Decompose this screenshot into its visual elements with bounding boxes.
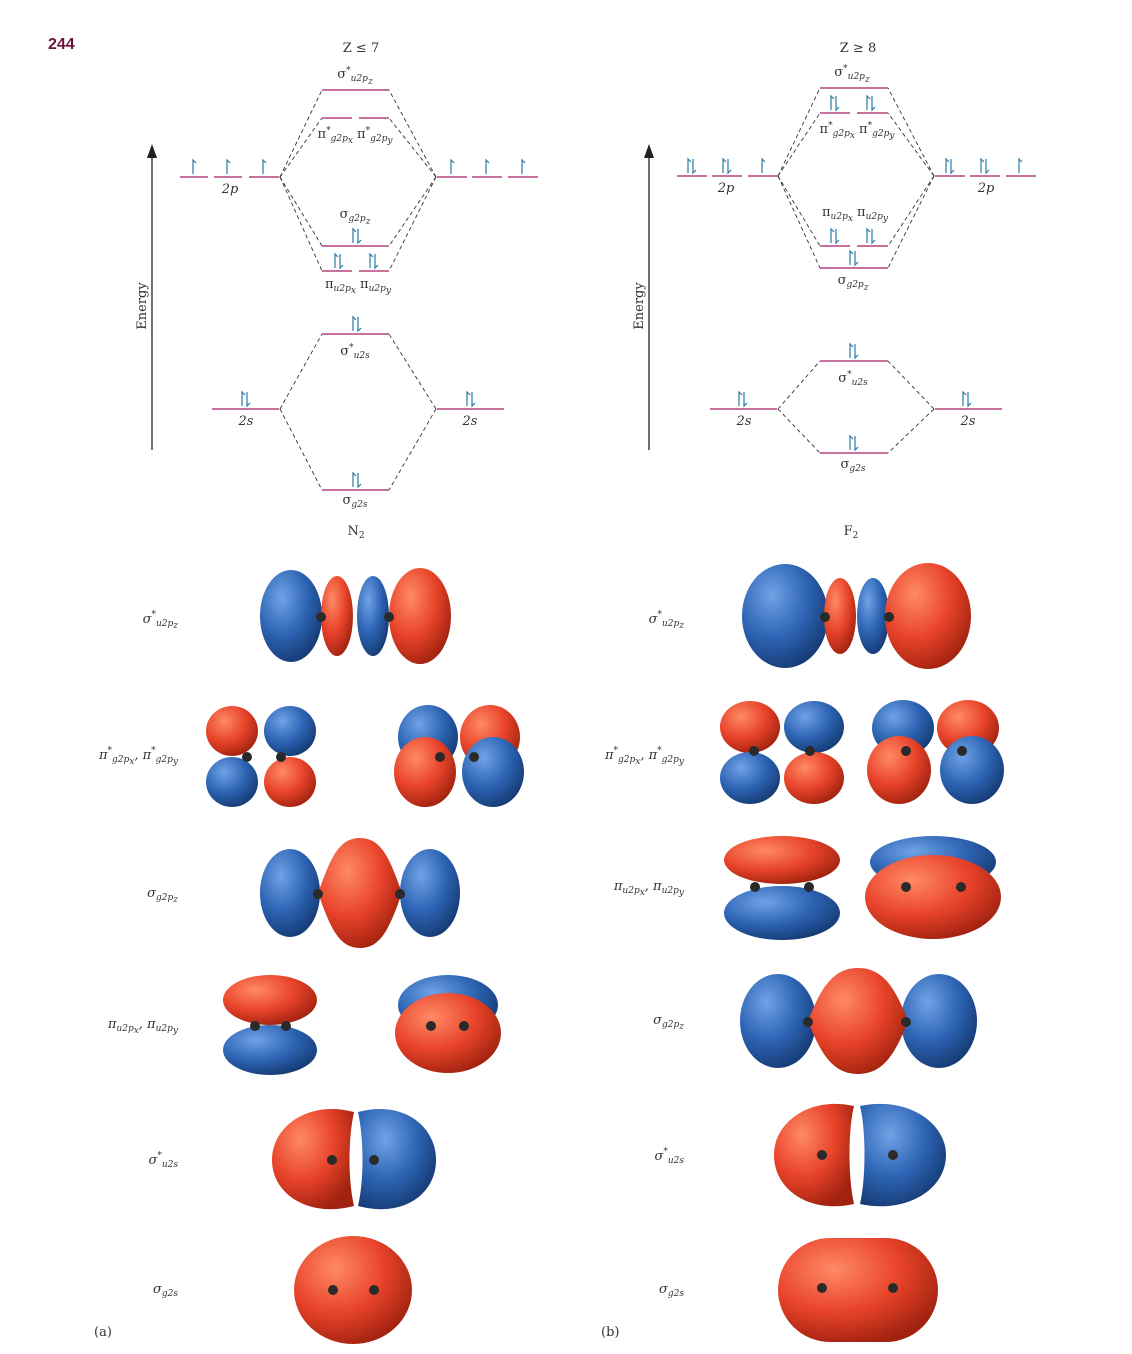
f2-pi-u2p-orbital-icon-b xyxy=(865,836,1001,939)
f2-row-label-1: σ*u2pz xyxy=(649,610,685,631)
f2-sigma-star-u2s-orbital-icon xyxy=(774,1103,946,1207)
f2-left-2p-label: 2p xyxy=(717,181,735,196)
page-number: 244 xyxy=(48,36,75,53)
n2-row-label-2: π*g2px, π*g2py xyxy=(98,746,179,767)
n2-sigma-star-u2pz-orbital-icon xyxy=(260,568,451,664)
n2-molecule-label: N2 xyxy=(347,524,364,541)
f2-mo-electrons xyxy=(830,94,876,452)
n2-left-2s-label: 2s xyxy=(238,414,254,429)
f2-row-label-3: πu2px, πu2py xyxy=(613,879,685,898)
n2-sigma-g2s-orbital-icon xyxy=(294,1236,412,1344)
n2-pi-u2p-orbital-icon-b xyxy=(395,975,501,1073)
n2-pi-star-label: π*g2px π*g2py xyxy=(318,126,394,146)
f2-pi-2p-label: πu2px πu2py xyxy=(822,205,889,224)
panel-b-label: (b) xyxy=(601,1325,619,1340)
f2-orbital-pictures: σ*u2pz π*g2px, π*g2py πu2px, πu2py σg2pz… xyxy=(601,563,1004,1342)
n2-2s-electrons xyxy=(241,390,476,408)
n2-sigma-2pz-label: σg2pz xyxy=(340,207,371,227)
f2-2s-electrons xyxy=(738,390,972,408)
n2-row-label-4: πu2px, πu2py xyxy=(107,1017,179,1036)
panel-a-label: (a) xyxy=(94,1325,112,1340)
n2-condition: Z ≤ 7 xyxy=(343,41,379,56)
n2-pi-star-g2p-orbital-icon-a xyxy=(206,706,316,807)
f2-condition: Z ≥ 8 xyxy=(840,41,876,56)
f2-sigma-star-u2pz-orbital-icon xyxy=(742,563,971,669)
f2-right-2s-label: 2s xyxy=(960,414,976,429)
f2-sigma-2pz-label: σg2pz xyxy=(838,273,869,293)
n2-sigma-2s-label: σg2s xyxy=(343,493,368,510)
f2-pi-star-g2p-orbital-icon-a xyxy=(720,701,844,804)
f2-sigma-2s-label: σg2s xyxy=(841,457,866,474)
n2-energy-label: Energy xyxy=(135,282,150,330)
f2-right-2p-label: 2p xyxy=(977,181,995,196)
f2-row-label-5: σ*u2s xyxy=(654,1147,684,1166)
f2-correlation-lines xyxy=(777,87,935,454)
n2-left-2p-label: 2p xyxy=(221,182,239,197)
f2-molecule-label: F2 xyxy=(844,524,859,541)
f2-sigma-star-2pz-label: σ*u2pz xyxy=(834,64,870,85)
n2-orbital-pictures: σ*u2pz π*g2px, π*g2py σg2pz πu2px, πu2py… xyxy=(94,568,524,1344)
n2-sigma-star-u2s-orbital-icon xyxy=(272,1108,436,1210)
f2-energy-arrowhead xyxy=(644,144,654,158)
n2-row-label-5: σ*u2s xyxy=(148,1151,178,1170)
n2-energy-diagram: Z ≤ 7 Energy 2 xyxy=(135,41,538,541)
n2-left-2p-electrons xyxy=(192,158,267,174)
f2-right-2p-electrons xyxy=(945,157,1023,175)
f2-sigma-g2s-orbital-icon xyxy=(778,1238,938,1342)
n2-energy-arrowhead xyxy=(147,144,157,158)
f2-pi-star-label: π*g2px π*g2py xyxy=(820,121,896,141)
f2-mo-levels xyxy=(820,87,888,454)
f2-row-label-2: π*g2px, π*g2py xyxy=(604,746,685,767)
f2-row-label-4: σg2pz xyxy=(653,1013,684,1032)
n2-sigma-g2pz-orbital-icon xyxy=(260,838,460,948)
f2-pi-star-g2p-orbital-icon-b xyxy=(867,700,1004,804)
f2-energy-diagram: Z ≥ 8 Energy 2p xyxy=(632,41,1036,541)
f2-left-2p-electrons xyxy=(687,157,766,175)
n2-row-label-3: σg2pz xyxy=(147,886,178,905)
n2-row-label-6: σg2s xyxy=(153,1282,178,1299)
f2-left-2s-label: 2s xyxy=(736,414,752,429)
n2-sigma-star-2s-label: σ*u2s xyxy=(340,343,370,361)
f2-energy-label: Energy xyxy=(632,282,647,330)
f2-sigma-star-2s-label: σ*u2s xyxy=(838,370,868,388)
f2-pi-u2p-orbital-icon-a xyxy=(724,836,840,940)
n2-pi-u2p-orbital-icon-a xyxy=(223,975,317,1075)
n2-correlation-lines xyxy=(279,89,437,491)
n2-row-label-1: σ*u2pz xyxy=(143,610,179,631)
n2-mo-levels xyxy=(322,89,389,491)
f2-row-label-6: σg2s xyxy=(659,1282,684,1299)
n2-pi-2p-label: πu2px πu2py xyxy=(325,277,392,296)
n2-right-2p-electrons xyxy=(450,158,526,174)
n2-pi-star-g2p-orbital-icon-b xyxy=(394,705,524,807)
n2-right-2s-label: 2s xyxy=(462,414,478,429)
f2-sigma-g2pz-orbital-icon xyxy=(740,968,977,1074)
n2-sigma-star-2pz-label: σ*u2pz xyxy=(337,66,373,87)
n2-mo-electrons xyxy=(334,227,379,489)
